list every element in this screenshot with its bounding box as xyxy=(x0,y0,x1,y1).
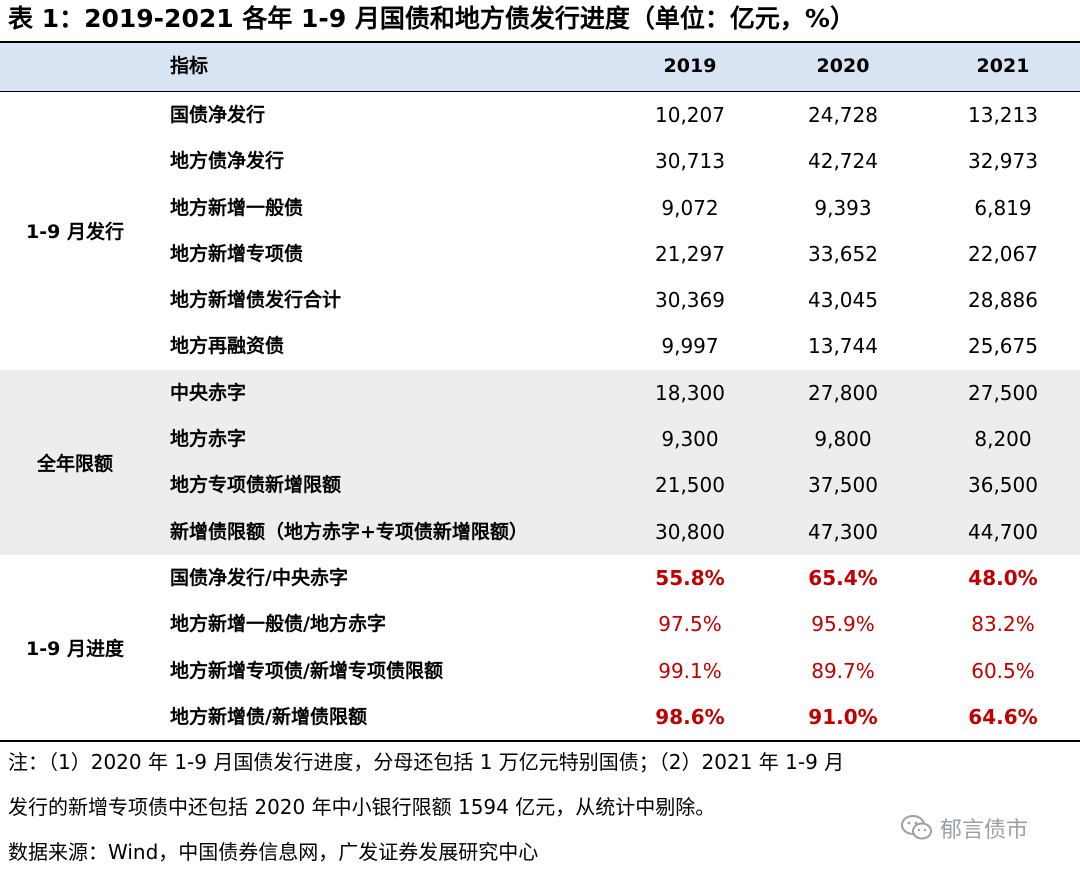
table-row: 地方新增债/新增债限额 98.6% 91.0% 64.6% xyxy=(0,694,1080,740)
row-name: 地方新增债/新增债限额 xyxy=(170,705,367,728)
cell-2021: 22,067 xyxy=(968,241,1038,266)
cell-2021: 44,700 xyxy=(968,519,1038,544)
section-issuance: 1-9 月发行 国债净发行 10,207 24,728 13,213 地方债净发… xyxy=(0,92,1080,370)
cell-2020: 13,744 xyxy=(808,334,878,359)
header-year-2019: 2019 xyxy=(663,55,717,77)
cell-2019: 30,369 xyxy=(655,288,725,313)
row-name: 地方赤字 xyxy=(170,428,247,451)
cell-2020: 9,393 xyxy=(814,195,872,220)
table-row: 新增债限额（地方赤字+专项债新增限额） 30,800 47,300 44,700 xyxy=(0,509,1080,555)
cell-2021: 36,500 xyxy=(968,473,1038,498)
table-row: 地方赤字 9,300 9,800 8,200 xyxy=(0,416,1080,462)
cell-2020: 42,724 xyxy=(808,149,878,174)
table-row: 地方再融资债 9,997 13,744 25,675 xyxy=(0,323,1080,369)
table-row: 地方新增专项债 21,297 33,652 22,067 xyxy=(0,231,1080,277)
wechat-icon xyxy=(901,815,932,840)
row-name: 新增债限额（地方赤字+专项债新增限额） xyxy=(170,520,528,543)
watermark-text: 郁言债市 xyxy=(940,818,1029,843)
table-row: 地方专项债新增限额 21,500 37,500 36,500 xyxy=(0,462,1080,508)
cell-2020: 47,300 xyxy=(808,519,878,544)
table-row: 地方新增债发行合计 30,369 43,045 28,886 xyxy=(0,277,1080,323)
cell-2020: 24,728 xyxy=(808,103,878,127)
cell-2020: 33,652 xyxy=(808,241,878,266)
table-row: 中央赤字 18,300 27,800 27,500 xyxy=(0,370,1080,416)
row-name: 地方新增一般债 xyxy=(170,196,304,219)
cell-2021: 83.2% xyxy=(971,612,1035,637)
cell-2020: 43,045 xyxy=(808,288,878,313)
cell-2019: 10,207 xyxy=(655,103,725,127)
cell-2021: 60.5% xyxy=(971,658,1035,683)
section-progress: 1-9 月进度 国债净发行/中央赤字 55.8% 65.4% 48.0% 地方新… xyxy=(0,555,1080,743)
row-name: 地方新增一般债/地方赤字 xyxy=(170,613,386,636)
row-name: 地方新增专项债/新增专项债限额 xyxy=(170,659,443,682)
row-name: 国债净发行 xyxy=(170,104,266,126)
table-row: 国债净发行/中央赤字 55.8% 65.4% 48.0% xyxy=(0,555,1080,601)
table-row: 地方新增一般债 9,072 9,393 6,819 xyxy=(0,185,1080,231)
row-name: 地方新增债发行合计 xyxy=(170,289,342,312)
source-line: 数据来源：Wind，中国债券信息网，广发证券发展研究中心 xyxy=(8,840,539,864)
cell-2020: 37,500 xyxy=(808,473,878,498)
header-year-2021: 2021 xyxy=(976,55,1030,77)
cell-2019: 21,500 xyxy=(655,473,725,498)
cell-2019: 9,997 xyxy=(661,334,719,359)
header-indicator: 指标 xyxy=(170,55,209,77)
cell-2019: 98.6% xyxy=(655,704,725,729)
table-title: 表 1：2019-2021 各年 1-9 月国债和地方债发行进度（单位：亿元，%… xyxy=(8,4,855,33)
row-name: 地方专项债新增限额 xyxy=(170,474,342,497)
cell-2020: 65.4% xyxy=(808,565,878,590)
table-row: 国债净发行 10,207 24,728 13,213 xyxy=(0,92,1080,138)
cell-2019: 9,300 xyxy=(661,427,719,452)
cell-2019: 30,713 xyxy=(655,149,725,174)
cell-2021: 6,819 xyxy=(974,195,1032,220)
cell-2020: 95.9% xyxy=(811,612,875,637)
cell-2019: 9,072 xyxy=(661,195,719,220)
cell-2019: 18,300 xyxy=(655,380,725,405)
note-line: 发行的新增专项债中还包括 2020 年中小银行限额 1594 亿元，从统计中剔除… xyxy=(8,795,716,819)
section-label: 全年限额 xyxy=(36,452,113,475)
cell-2020: 91.0% xyxy=(808,704,878,729)
header-year-2020: 2020 xyxy=(816,55,870,77)
cell-2021: 27,500 xyxy=(968,380,1038,405)
row-name: 地方债净发行 xyxy=(170,150,285,173)
note-line: 注：（1）2020 年 1-9 月国债发行进度，分母还包括 1 万亿元特别国债；… xyxy=(8,750,845,774)
cell-2021: 64.6% xyxy=(968,704,1038,729)
row-name: 中央赤字 xyxy=(170,381,247,404)
row-name: 国债净发行/中央赤字 xyxy=(170,566,348,589)
cell-2021: 32,973 xyxy=(968,149,1038,174)
footnotes: 注：（1）2020 年 1-9 月国债发行进度，分母还包括 1 万亿元特别国债；… xyxy=(8,740,1078,875)
cell-2021: 13,213 xyxy=(968,103,1038,127)
table-row: 地方债净发行 30,713 42,724 32,973 xyxy=(0,138,1080,184)
cell-2019: 21,297 xyxy=(655,241,725,266)
section-annual-quota: 全年限额 中央赤字 18,300 27,800 27,500 地方赤字 9,30… xyxy=(0,369,1080,555)
data-table: 指标 2019 2020 2021 1-9 月发行 国债净发行 10,207 2… xyxy=(0,41,1080,743)
table-row: 地方新增一般债/地方赤字 97.5% 95.9% 83.2% xyxy=(0,601,1080,647)
watermark: 郁言债市 xyxy=(900,808,1028,848)
section-label: 1-9 月发行 xyxy=(26,221,124,244)
cell-2020: 9,800 xyxy=(814,427,872,452)
cell-2021: 28,886 xyxy=(968,288,1038,313)
cell-2019: 97.5% xyxy=(658,612,722,637)
row-name: 地方新增专项债 xyxy=(170,242,304,265)
cell-2020: 89.7% xyxy=(811,658,875,683)
table-header: 指标 2019 2020 2021 xyxy=(0,41,1080,92)
cell-2019: 30,800 xyxy=(655,519,725,544)
row-name: 地方再融资债 xyxy=(170,335,285,358)
cell-2019: 99.1% xyxy=(658,658,722,683)
cell-2019: 55.8% xyxy=(655,565,725,590)
cell-2021: 25,675 xyxy=(968,334,1038,359)
cell-2020: 27,800 xyxy=(808,380,878,405)
cell-2021: 48.0% xyxy=(968,565,1038,590)
section-label: 1-9 月进度 xyxy=(26,638,124,661)
cell-2021: 8,200 xyxy=(974,427,1032,452)
table-row: 地方新增专项债/新增专项债限额 99.1% 89.7% 60.5% xyxy=(0,648,1080,694)
